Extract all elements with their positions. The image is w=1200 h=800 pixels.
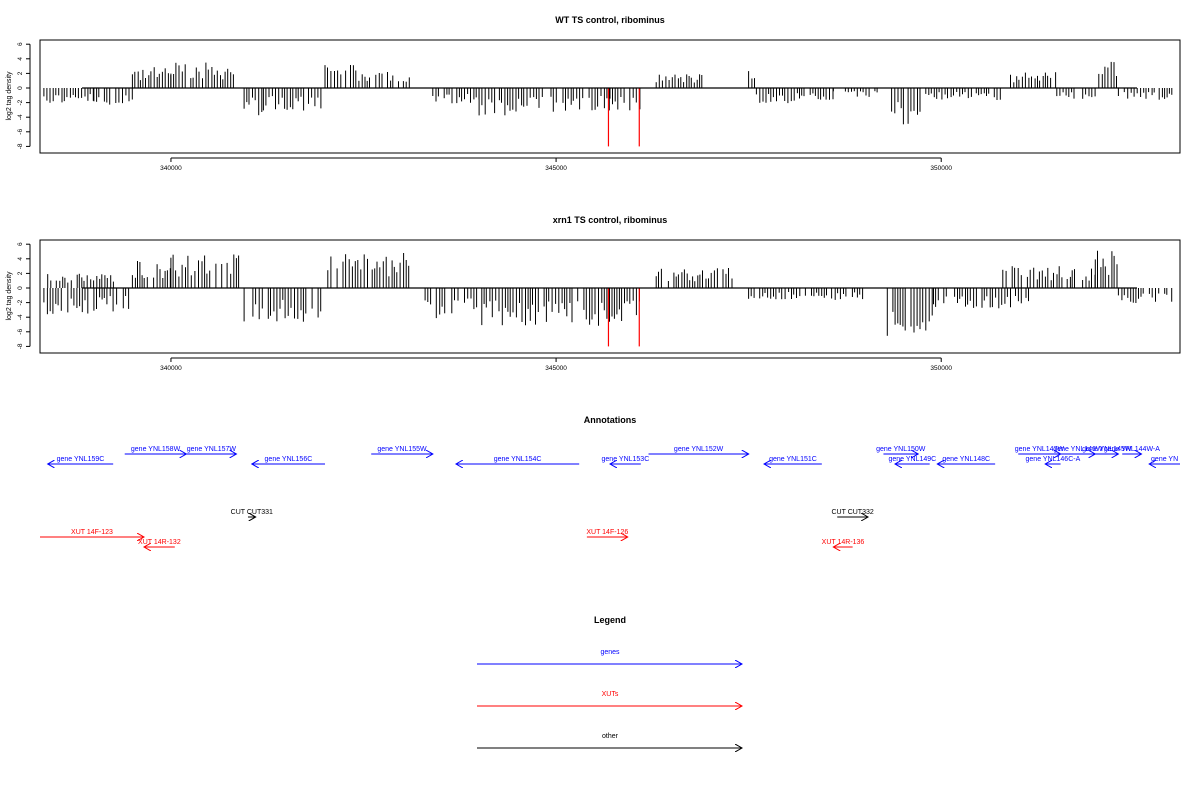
feature-label: gene YNL147W [1015,446,1065,453]
panel-wt: WT TS control, ribominus log2 tag densit… [6,15,1181,172]
feature-label: XUT 14F-126 [586,529,628,536]
feature-label: XUT 14F-123 [71,529,113,536]
y-tick-label: -4 [17,114,24,120]
x-tick-label: 340000 [160,165,182,172]
feature-label: CUT CUT332 [831,509,873,516]
y-tick-label: 2 [17,271,24,275]
feature-label: gene YNL156C [265,456,313,463]
feature-label: CUT CUT331 [231,509,273,516]
x-tick-label: 345000 [545,165,567,172]
legend-entries: genes XUTs other [477,649,742,748]
feature-label: gene YNL150W [876,446,926,453]
feature-label: gene YNL146W [1053,446,1103,453]
legend-label: other [602,733,619,740]
y-tick-label: -8 [17,343,24,349]
panel-1-ylabel: log2 tag density [6,71,13,121]
y-tick-label: -6 [17,129,24,135]
annotation-features: gene YNL159C gene YNL158W gene YNL157W gene… [40,446,1180,547]
y-tick-label: 4 [17,257,24,261]
legend-title: Legend [594,615,626,625]
feature-label: gene YNL155W [377,446,427,453]
feature-label: XUT 14R-136 [822,539,865,546]
y-tick-label: 4 [17,57,24,61]
feature-label: gene YNL151C [769,456,817,463]
y-tick-label: -4 [17,314,24,320]
feature-label: gene YNL153C [602,456,650,463]
feature-label: gene YNL154C [494,456,542,463]
legend-label: XUTs [602,691,619,698]
feature-label: gene YNL152W [674,446,724,453]
panel-2-bars [43,250,1173,347]
y-tick-label: 0 [17,86,24,90]
panel-1-axes: 6 4 2 0 -2 -4 -6 -8 340000 345000 350000 [17,42,952,172]
feature-label: gene YNL158W [131,446,181,453]
y-tick-label: 6 [17,42,24,46]
feature-label: gene YNL149C [888,456,936,463]
panel-2-title: xrn1 TS control, ribominus [553,215,668,225]
y-tick-label: -8 [17,143,24,149]
y-tick-label: -2 [17,299,24,305]
x-tick-label: 350000 [930,165,952,172]
feature-label: gene YNL145W [1082,446,1132,453]
y-tick-label: -2 [17,99,24,105]
y-tick-label: -6 [17,329,24,335]
panel-2-axes: 6 4 2 0 -2 -4 -6 -8 340000 345000 350000 [17,242,952,372]
y-tick-label: 2 [17,71,24,75]
y-tick-label: 6 [17,242,24,246]
feature-label: gene YNL157W [187,446,237,453]
feature-label: gene YNL146C-A [1026,456,1081,463]
feature-label: gene YNL159C [57,456,105,463]
feature-label: gene YNL144W-A [1104,446,1160,453]
panel-2-ylabel: log2 tag density [6,271,13,321]
y-tick-label: 0 [17,286,24,290]
x-tick-label: 350000 [930,365,952,372]
feature-label: XUT 14R-132 [138,539,181,546]
legend-panel: Legend genes XUTs other [477,615,742,748]
x-tick-label: 340000 [160,365,182,372]
annotations-title: Annotations [584,415,637,425]
panel-1-frame [39,39,1181,154]
panel-1-title: WT TS control, ribominus [555,15,665,25]
feature-label: gene YN [1151,456,1178,463]
panel-xrn1: xrn1 TS control, ribominus log2 tag dens… [6,215,1181,372]
legend-label: genes [600,649,620,656]
panel-2-frame [39,239,1181,354]
x-tick-label: 345000 [545,365,567,372]
panel-1-bars [43,61,1173,147]
feature-label: gene YNL148C [942,456,990,463]
